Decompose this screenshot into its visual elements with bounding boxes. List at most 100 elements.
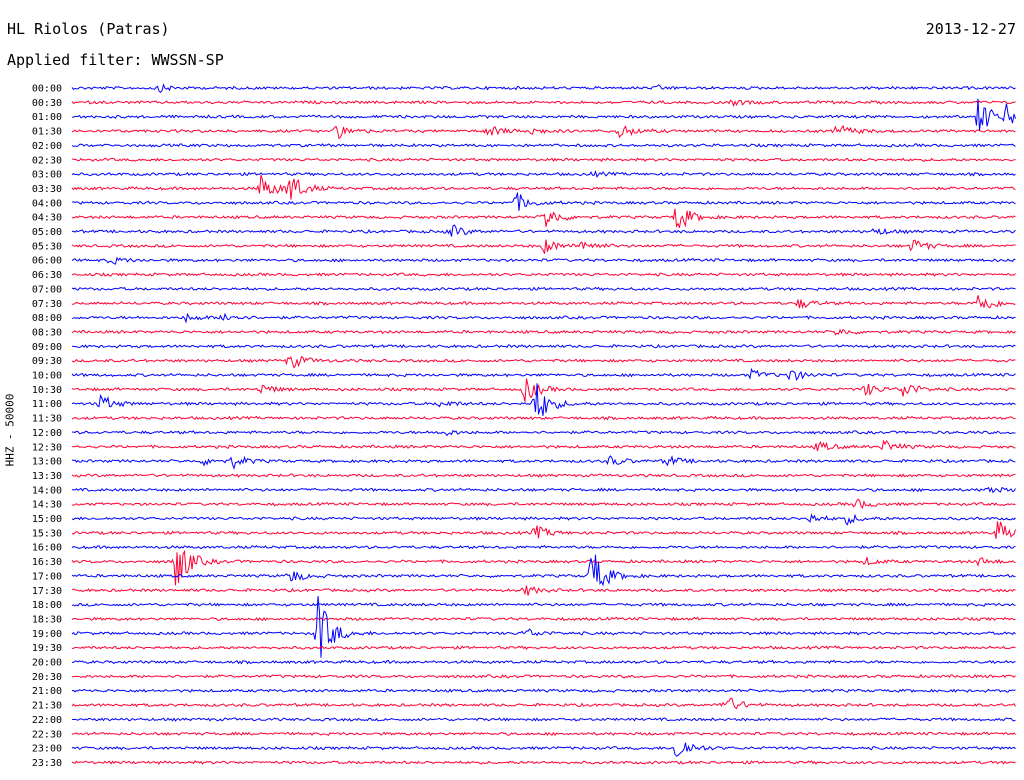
trace-line bbox=[71, 429, 1016, 437]
row-label: 10:00 bbox=[32, 371, 62, 382]
trace-line bbox=[71, 328, 1016, 336]
trace-line bbox=[71, 157, 1016, 163]
row-label: 00:00 bbox=[32, 84, 62, 95]
trace-line bbox=[71, 554, 1016, 587]
trace-line bbox=[71, 673, 1016, 679]
trace-line bbox=[71, 124, 1016, 140]
row-label: 20:00 bbox=[32, 658, 62, 669]
row-label: 22:30 bbox=[32, 729, 62, 740]
trace-line bbox=[71, 544, 1016, 550]
trace-line bbox=[71, 688, 1016, 693]
trace-line bbox=[71, 170, 1016, 179]
row-label: 08:30 bbox=[32, 327, 62, 338]
trace-line bbox=[71, 513, 1016, 526]
row-label: 09:00 bbox=[32, 342, 62, 353]
row-label: 19:30 bbox=[32, 643, 62, 654]
trace-line bbox=[71, 585, 1016, 596]
trace-line bbox=[71, 602, 1016, 607]
trace-line bbox=[71, 521, 1016, 539]
trace-line bbox=[71, 486, 1016, 494]
trace-line bbox=[71, 616, 1016, 622]
row-label: 14:00 bbox=[32, 485, 62, 496]
trace-line bbox=[71, 731, 1016, 737]
row-label: 23:30 bbox=[32, 758, 62, 769]
row-label: 11:00 bbox=[32, 399, 62, 410]
trace-line bbox=[71, 192, 1016, 211]
trace-line bbox=[71, 98, 1016, 131]
row-label: 16:00 bbox=[32, 543, 62, 554]
row-label: 00:30 bbox=[32, 98, 62, 109]
trace-line bbox=[71, 697, 1016, 710]
trace-line bbox=[71, 143, 1016, 148]
row-label: 13:30 bbox=[32, 471, 62, 482]
row-label: 12:00 bbox=[32, 428, 62, 439]
trace-line bbox=[71, 717, 1016, 722]
trace-line bbox=[71, 367, 1016, 381]
trace-line bbox=[71, 596, 1016, 658]
trace-line bbox=[71, 83, 1016, 93]
row-label: 17:00 bbox=[32, 571, 62, 582]
row-label: 05:00 bbox=[32, 227, 62, 238]
row-label: 20:30 bbox=[32, 672, 62, 683]
trace-line bbox=[71, 224, 1016, 237]
row-label: 02:30 bbox=[32, 155, 62, 166]
row-labels-group: 00:00 00:30 01:00 01:30 02:00 02:30 03:00 03:30… bbox=[32, 84, 62, 769]
trace-line bbox=[71, 239, 1016, 254]
row-label: 03:30 bbox=[32, 184, 62, 195]
trace-line bbox=[71, 272, 1016, 277]
trace-line bbox=[71, 742, 1016, 757]
row-label: 15:30 bbox=[32, 528, 62, 539]
trace-line bbox=[71, 174, 1016, 200]
trace-line bbox=[72, 295, 1016, 310]
row-label: 01:30 bbox=[32, 127, 62, 138]
row-label: 06:30 bbox=[32, 270, 62, 281]
row-label: 22:00 bbox=[32, 715, 62, 726]
traces-group bbox=[71, 83, 1016, 765]
row-label: 14:30 bbox=[32, 500, 62, 511]
trace-line bbox=[71, 383, 1016, 416]
station-title: HL Riolos (Patras) bbox=[7, 20, 170, 38]
trace-line bbox=[71, 286, 1016, 292]
trace-line bbox=[71, 760, 1016, 765]
row-label: 18:00 bbox=[32, 600, 62, 611]
row-label: 15:00 bbox=[32, 514, 62, 525]
trace-line bbox=[71, 378, 1016, 402]
trace-line bbox=[71, 208, 1016, 228]
row-label: 16:30 bbox=[32, 557, 62, 568]
row-label: 05:30 bbox=[32, 241, 62, 252]
trace-line bbox=[71, 256, 1016, 265]
trace-line bbox=[71, 455, 1016, 470]
trace-line bbox=[71, 415, 1016, 421]
trace-line bbox=[71, 439, 1016, 452]
date-label: 2013-12-27 bbox=[925, 20, 1016, 38]
row-label: 19:00 bbox=[32, 629, 62, 640]
trace-line bbox=[71, 99, 1016, 108]
row-label: 08:00 bbox=[32, 313, 62, 324]
trace-line bbox=[71, 312, 1016, 324]
trace-line bbox=[71, 355, 1016, 369]
trace-line bbox=[71, 473, 1016, 478]
row-label: 07:30 bbox=[32, 299, 62, 310]
row-label: 04:30 bbox=[32, 213, 62, 224]
row-label: 21:30 bbox=[32, 701, 62, 712]
row-label: 02:00 bbox=[32, 141, 62, 152]
filter-label: Applied filter: WWSSN-SP bbox=[7, 51, 224, 69]
trace-line bbox=[71, 549, 1016, 586]
row-label: 06:00 bbox=[32, 256, 62, 267]
row-label: 21:00 bbox=[32, 686, 62, 697]
row-label: 12:30 bbox=[32, 442, 62, 453]
row-label: 17:30 bbox=[32, 586, 62, 597]
trace-line bbox=[71, 659, 1016, 665]
row-label: 10:30 bbox=[32, 385, 62, 396]
trace-line bbox=[71, 645, 1016, 651]
row-label: 04:00 bbox=[32, 198, 62, 209]
row-label: 01:00 bbox=[32, 112, 62, 123]
trace-line bbox=[71, 343, 1016, 349]
row-label: 03:00 bbox=[32, 170, 62, 181]
trace-line bbox=[71, 498, 1016, 510]
row-label: 09:30 bbox=[32, 356, 62, 367]
row-label: 11:30 bbox=[32, 414, 62, 425]
row-label: 18:30 bbox=[32, 614, 62, 625]
row-label: 23:00 bbox=[32, 744, 62, 755]
row-label: 07:00 bbox=[32, 284, 62, 295]
